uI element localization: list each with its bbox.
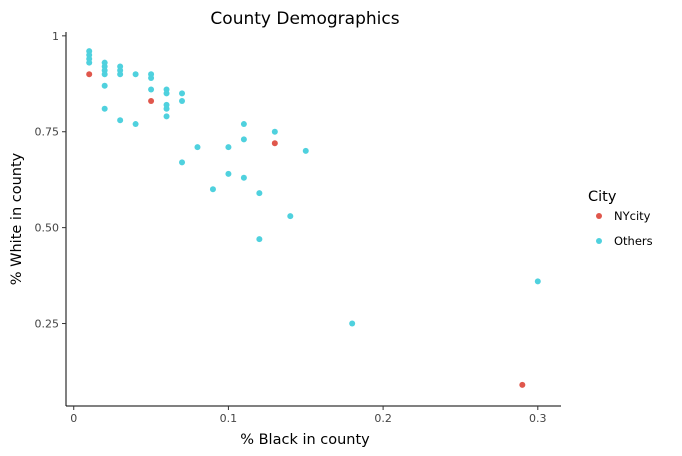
data-point-nycity	[271, 140, 278, 147]
data-point-others	[163, 90, 170, 97]
data-point-others	[225, 170, 232, 177]
data-point-others	[240, 136, 247, 143]
data-point-others	[209, 186, 216, 193]
data-point-others	[240, 174, 247, 181]
legend-title: City	[588, 189, 617, 205]
x-tick-label: 0.2	[374, 412, 392, 425]
data-point-others	[101, 105, 108, 112]
x-tick-label: 0.3	[529, 412, 547, 425]
data-point-others	[225, 144, 232, 151]
legend-label-nycity: NYcity	[614, 209, 651, 223]
data-point-others	[132, 71, 139, 78]
legend: City NYcity Others	[588, 189, 653, 248]
data-point-others	[240, 121, 247, 128]
data-point-others	[194, 144, 201, 151]
y-tick-label: 1	[52, 30, 59, 43]
y-axis-label: % White in county	[9, 152, 25, 285]
data-point-others	[148, 86, 155, 93]
data-point-others	[271, 128, 278, 135]
data-point-nycity	[519, 381, 526, 388]
data-point-others	[302, 147, 309, 154]
data-point-others	[148, 75, 155, 82]
data-point-others	[179, 98, 186, 105]
x-tick-label: 0	[70, 412, 77, 425]
x-axis-ticks: 0 0.1 0.2 0.3	[70, 406, 547, 425]
data-points	[86, 48, 541, 388]
data-point-others	[287, 213, 294, 220]
legend-entries: NYcity Others	[596, 209, 653, 248]
data-point-others	[117, 71, 124, 78]
data-point-others	[256, 190, 263, 197]
x-axis-label: % Black in county	[240, 432, 370, 448]
data-point-others	[256, 236, 263, 243]
data-point-others	[117, 117, 124, 124]
data-point-others	[101, 71, 108, 78]
data-point-others	[86, 59, 93, 66]
y-tick-label: 0.75	[35, 126, 60, 139]
data-point-others	[179, 159, 186, 166]
legend-marker-nycity	[596, 213, 602, 219]
plot-area: 0 0.1 0.2 0.3 0.25 0.50 0.75 1	[35, 30, 561, 425]
y-tick-label: 0.50	[35, 222, 60, 235]
data-point-others	[132, 121, 139, 128]
data-point-others	[534, 278, 541, 285]
data-point-nycity	[148, 98, 155, 105]
data-point-others	[349, 320, 356, 327]
chart-title: County Demographics	[210, 9, 399, 29]
data-point-others	[179, 90, 186, 97]
x-tick-label: 0.1	[220, 412, 238, 425]
y-tick-label: 0.25	[35, 318, 60, 331]
legend-label-others: Others	[614, 234, 653, 248]
data-point-nycity	[86, 71, 93, 78]
data-point-others	[163, 113, 170, 120]
data-point-others	[163, 105, 170, 112]
data-point-others	[101, 82, 108, 89]
y-axis-ticks: 0.25 0.50 0.75 1	[35, 30, 66, 331]
legend-marker-others	[596, 238, 602, 244]
